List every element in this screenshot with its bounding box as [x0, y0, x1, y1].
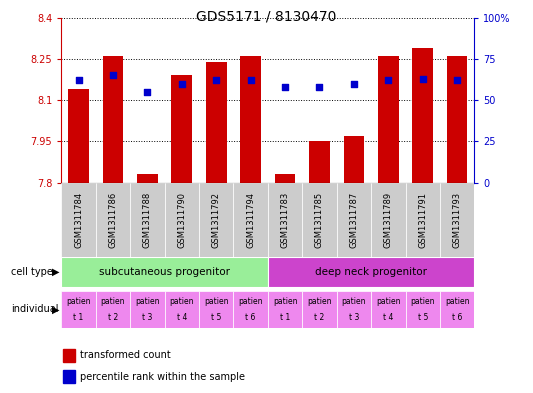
Bar [130, 291, 165, 328]
Text: patien: patien [238, 297, 263, 306]
Bar [63, 370, 75, 383]
Text: ▶: ▶ [52, 267, 59, 277]
Point [212, 77, 221, 84]
Text: transformed count: transformed count [80, 350, 171, 360]
Text: percentile rank within the sample: percentile rank within the sample [80, 371, 245, 382]
Bar [61, 183, 96, 257]
Bar [96, 291, 130, 328]
Bar [302, 291, 337, 328]
Bar [102, 56, 123, 183]
Text: t 6: t 6 [245, 313, 256, 322]
Text: GSM1311793: GSM1311793 [453, 192, 462, 248]
Text: t 6: t 6 [452, 313, 462, 322]
Point [109, 72, 117, 79]
Text: GSM1311794: GSM1311794 [246, 192, 255, 248]
Bar [240, 56, 261, 183]
Bar [378, 56, 399, 183]
Bar [199, 183, 233, 257]
Bar [96, 183, 130, 257]
Text: t 1: t 1 [74, 313, 84, 322]
Point [177, 81, 186, 87]
Text: cell type: cell type [11, 267, 53, 277]
Text: patien: patien [66, 297, 91, 306]
Text: t 3: t 3 [349, 313, 359, 322]
Bar [447, 56, 467, 183]
Bar [440, 183, 474, 257]
Text: patien: patien [410, 297, 435, 306]
Text: GSM1311783: GSM1311783 [280, 192, 289, 248]
Bar [63, 349, 75, 362]
Text: t 5: t 5 [211, 313, 221, 322]
Text: GDS5171 / 8130470: GDS5171 / 8130470 [196, 10, 337, 24]
Point [246, 77, 255, 84]
Bar [68, 89, 89, 183]
Point [74, 77, 83, 84]
Bar [406, 183, 440, 257]
Text: patien: patien [445, 297, 470, 306]
Text: patien: patien [204, 297, 229, 306]
Bar [413, 48, 433, 183]
Text: deep neck progenitor: deep neck progenitor [315, 267, 427, 277]
Point [350, 81, 358, 87]
Text: patien: patien [376, 297, 401, 306]
Bar [61, 291, 96, 328]
Bar [165, 291, 199, 328]
Text: patien: patien [273, 297, 297, 306]
Bar [172, 75, 192, 183]
Text: patien: patien [135, 297, 159, 306]
Text: patien: patien [342, 297, 366, 306]
Text: patien: patien [169, 297, 194, 306]
Text: GSM1311786: GSM1311786 [108, 192, 117, 248]
Text: t 4: t 4 [383, 313, 393, 322]
Bar [130, 183, 165, 257]
Bar [268, 183, 302, 257]
Text: GSM1311784: GSM1311784 [74, 192, 83, 248]
Text: GSM1311789: GSM1311789 [384, 192, 393, 248]
Text: t 5: t 5 [417, 313, 428, 322]
Text: GSM1311791: GSM1311791 [418, 192, 427, 248]
Text: t 3: t 3 [142, 313, 152, 322]
Bar [302, 183, 337, 257]
Text: t 4: t 4 [176, 313, 187, 322]
Point [281, 84, 289, 90]
Bar [268, 257, 474, 287]
Point [384, 77, 393, 84]
Text: t 1: t 1 [280, 313, 290, 322]
Bar [440, 291, 474, 328]
Bar [206, 62, 227, 183]
Point [143, 89, 151, 95]
Text: GSM1311792: GSM1311792 [212, 192, 221, 248]
Bar [137, 174, 158, 183]
Bar [61, 257, 268, 287]
Bar [199, 291, 233, 328]
Text: t 2: t 2 [314, 313, 325, 322]
Bar [268, 291, 302, 328]
Text: GSM1311785: GSM1311785 [315, 192, 324, 248]
Bar [371, 183, 406, 257]
Text: GSM1311790: GSM1311790 [177, 192, 186, 248]
Bar [344, 136, 364, 183]
Text: GSM1311788: GSM1311788 [143, 192, 152, 248]
Bar [337, 183, 371, 257]
Bar [274, 174, 295, 183]
Text: patien: patien [101, 297, 125, 306]
Text: subcutaneous progenitor: subcutaneous progenitor [99, 267, 230, 277]
Point [418, 75, 427, 82]
Text: patien: patien [307, 297, 332, 306]
Bar [233, 183, 268, 257]
Bar [233, 291, 268, 328]
Point [315, 84, 324, 90]
Bar [309, 141, 330, 183]
Bar [337, 291, 371, 328]
Point [453, 77, 462, 84]
Text: GSM1311787: GSM1311787 [350, 192, 358, 248]
Bar [371, 291, 406, 328]
Text: ▶: ▶ [52, 305, 59, 314]
Text: individual: individual [11, 305, 58, 314]
Text: t 2: t 2 [108, 313, 118, 322]
Bar [406, 291, 440, 328]
Bar [165, 183, 199, 257]
